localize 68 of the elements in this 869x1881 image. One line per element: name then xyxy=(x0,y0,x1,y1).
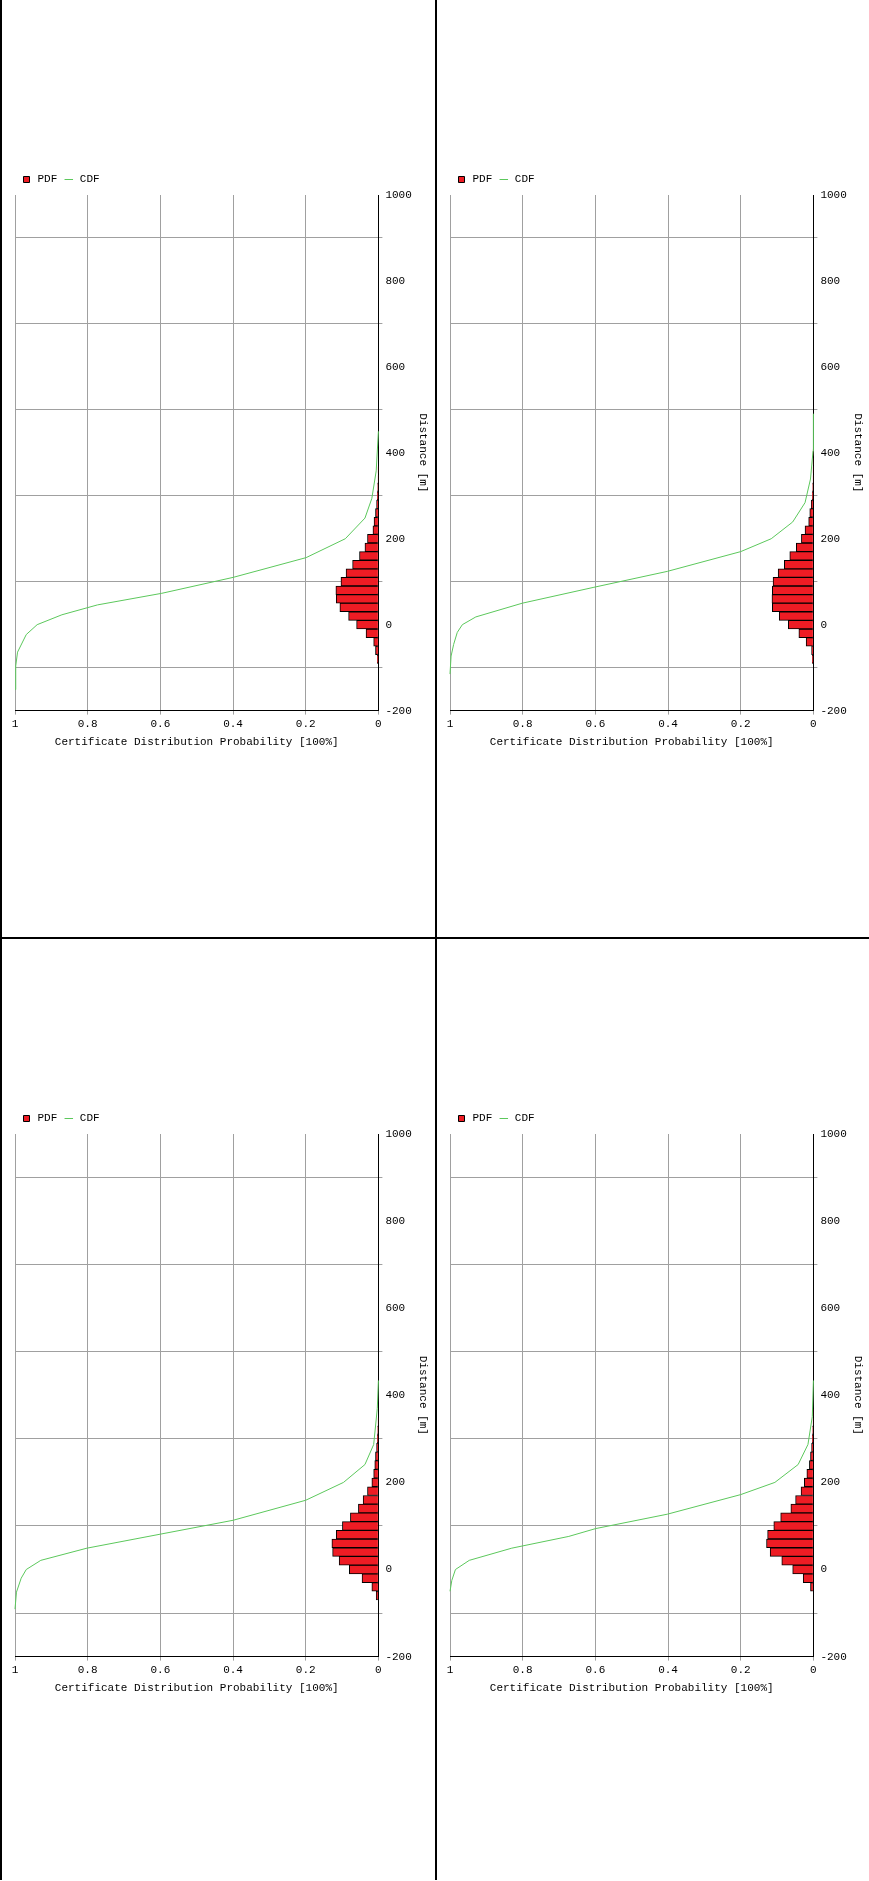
x-tick-label: 0.2 xyxy=(730,1664,751,1677)
legend-label: PDF xyxy=(37,173,58,186)
legend-label: PDF xyxy=(472,1112,493,1125)
y-axis-title: Distance [m] xyxy=(417,1355,430,1435)
x-tick-label: 0.4 xyxy=(223,718,244,731)
x-tick-label: 0.2 xyxy=(730,718,751,731)
y-tick-label: 800 xyxy=(385,274,406,287)
x-axis-title: Certificate Distribution Probability [100%] xyxy=(54,1682,339,1695)
x-axis-title: Certificate Distribution Probability [100%] xyxy=(489,1682,774,1695)
x-tick-label: 0.6 xyxy=(585,1664,606,1677)
y-tick-label: 0 xyxy=(385,618,393,631)
legend-label: CDF xyxy=(514,173,535,186)
y-tick-label: 1000 xyxy=(385,1127,412,1140)
y-tick-label: 0 xyxy=(820,618,828,631)
x-tick-label: 1 xyxy=(11,718,19,731)
y-tick-label: 0 xyxy=(385,1563,393,1576)
x-tick-label: 0.6 xyxy=(150,718,171,731)
y-tick-label: 400 xyxy=(385,1389,406,1402)
legend-label: CDF xyxy=(79,1112,100,1125)
y-tick-label: 400 xyxy=(820,446,841,459)
x-tick-label: 0.2 xyxy=(295,1664,316,1677)
x-tick-label: 0 xyxy=(810,718,817,731)
y-tick-label: 600 xyxy=(385,1302,406,1315)
x-tick-label: 0.8 xyxy=(512,1664,533,1677)
y-tick-label: -200 xyxy=(820,704,847,717)
y-tick-label: -200 xyxy=(385,1650,412,1663)
y-tick-label: 800 xyxy=(820,274,841,287)
y-tick-label: 800 xyxy=(385,1215,406,1228)
x-tick-label: 0.8 xyxy=(77,718,98,731)
y-tick-label: 0 xyxy=(820,1563,828,1576)
y-axis-title: Distance [m] xyxy=(852,413,865,493)
x-tick-label: 0.4 xyxy=(658,1664,679,1677)
x-axis-title: Certificate Distribution Probability [100%] xyxy=(54,736,339,749)
y-axis-title: Distance [m] xyxy=(417,413,430,493)
x-tick-label: 1 xyxy=(446,718,454,731)
x-tick-label: 0 xyxy=(375,718,382,731)
y-tick-label: 200 xyxy=(385,532,406,545)
y-tick-label: 600 xyxy=(385,360,406,373)
x-tick-label: 1 xyxy=(11,1664,19,1677)
y-tick-label: 200 xyxy=(385,1476,406,1489)
legend-label: CDF xyxy=(514,1112,535,1125)
y-tick-label: -200 xyxy=(820,1650,847,1663)
y-tick-label: 200 xyxy=(820,1476,841,1489)
x-tick-label: 0 xyxy=(810,1664,817,1677)
y-tick-label: 400 xyxy=(820,1389,841,1402)
legend-label: PDF xyxy=(472,173,493,186)
x-tick-label: 0.6 xyxy=(585,718,606,731)
y-axis-title: Distance [m] xyxy=(852,1355,865,1435)
y-tick-label: 600 xyxy=(820,360,841,373)
legend-label: PDF xyxy=(37,1112,58,1125)
x-tick-label: 0.2 xyxy=(295,718,316,731)
legend-label: CDF xyxy=(79,173,100,186)
y-tick-label: 800 xyxy=(820,1215,841,1228)
y-tick-label: -200 xyxy=(385,704,412,717)
x-axis-title: Certificate Distribution Probability [100%] xyxy=(489,736,774,749)
x-tick-label: 0.4 xyxy=(658,718,679,731)
x-tick-label: 0.6 xyxy=(150,1664,171,1677)
y-tick-label: 400 xyxy=(385,446,406,459)
y-tick-label: 1000 xyxy=(820,188,847,201)
y-tick-label: 1000 xyxy=(820,1127,847,1140)
x-tick-label: 0.8 xyxy=(512,718,533,731)
x-tick-label: 0.8 xyxy=(77,1664,98,1677)
x-tick-label: 0 xyxy=(375,1664,382,1677)
x-tick-label: 1 xyxy=(446,1664,454,1677)
y-tick-label: 200 xyxy=(820,532,841,545)
y-tick-label: 600 xyxy=(820,1302,841,1315)
y-tick-label: 1000 xyxy=(385,188,412,201)
x-tick-label: 0.4 xyxy=(223,1664,244,1677)
